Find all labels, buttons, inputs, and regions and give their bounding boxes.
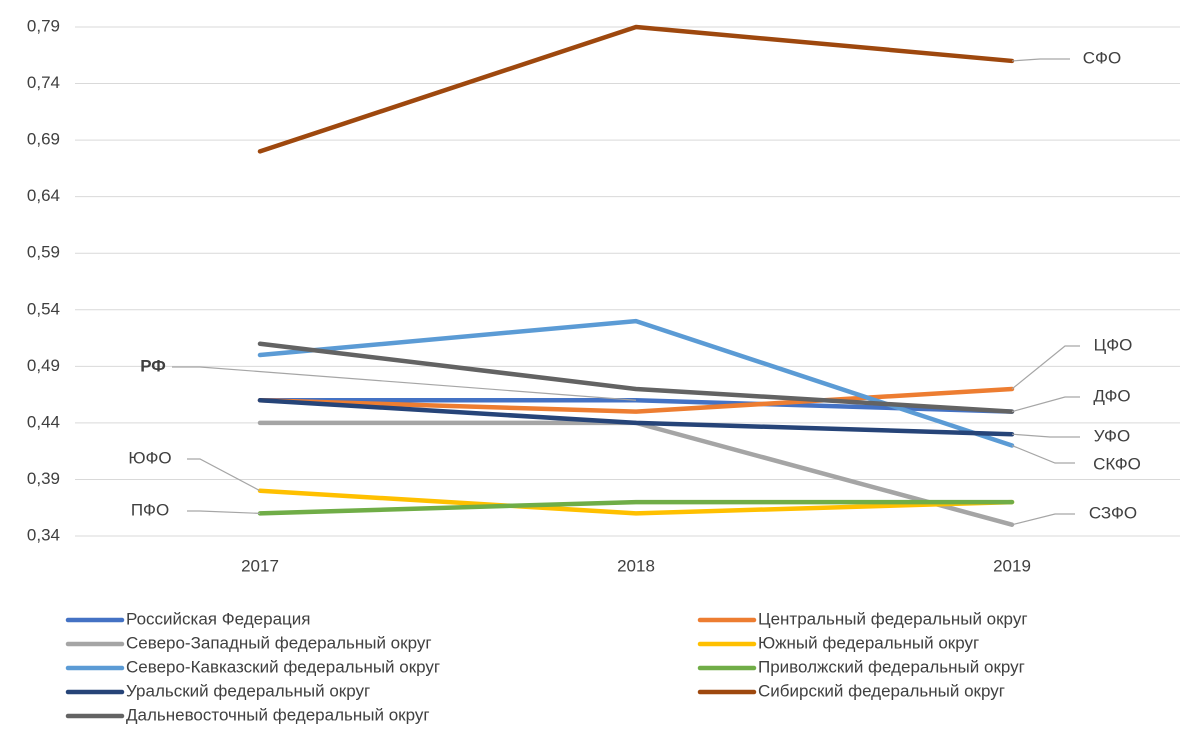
- legend-label: Уральский федеральный округ: [126, 681, 370, 700]
- annotation: ПФО: [131, 500, 169, 519]
- legend-label: Центральный федеральный округ: [758, 609, 1028, 628]
- annotation: УФО: [1094, 426, 1130, 445]
- annotation: СЗФО: [1089, 503, 1137, 522]
- annotation-leader: [187, 510, 261, 514]
- annotation: ДФО: [1093, 386, 1130, 405]
- x-tick-label: 2018: [617, 556, 655, 575]
- legend-label: Приволжский федеральный округ: [758, 657, 1025, 676]
- y-tick-label: 0,34: [27, 525, 60, 544]
- legend-label: Северо-Кавказский федеральный округ: [126, 657, 440, 676]
- series-line: [257, 24, 1015, 154]
- y-tick-label: 0,74: [27, 73, 60, 92]
- series-line: [257, 318, 1015, 448]
- annotation-leader: [1011, 58, 1070, 62]
- y-tick-label: 0,59: [27, 243, 60, 262]
- legend-label: Российская Федерация: [126, 609, 310, 628]
- series-line: [257, 386, 1015, 414]
- annotation: СФО: [1083, 48, 1121, 67]
- series-line: [257, 341, 1015, 414]
- series-line: [257, 499, 1015, 516]
- y-tick-label: 0,49: [27, 356, 60, 375]
- annotation-leader: [172, 366, 637, 401]
- annotation-leader: [1011, 433, 1080, 438]
- annotation-leader: [1011, 345, 1080, 390]
- legend-label: Северо-Западный федеральный округ: [126, 633, 432, 652]
- annotation-leader: [1011, 396, 1080, 413]
- annotation-leader: [1011, 513, 1075, 526]
- annotation: РФ: [140, 356, 166, 375]
- y-tick-label: 0,79: [27, 16, 60, 35]
- y-tick-label: 0,39: [27, 469, 60, 488]
- series-line: [257, 398, 1015, 437]
- series-line: [257, 488, 1015, 516]
- y-tick-label: 0,54: [27, 299, 60, 318]
- legend-label: Дальневосточный федеральный округ: [126, 705, 430, 724]
- y-tick-label: 0,69: [27, 130, 60, 149]
- annotation: ЮФО: [128, 448, 171, 467]
- legend-label: Южный федеральный округ: [758, 633, 979, 652]
- x-tick-label: 2017: [241, 556, 279, 575]
- annotation-leader: [1011, 444, 1075, 464]
- y-tick-label: 0,44: [27, 412, 60, 431]
- legend-label: Сибирский федеральный округ: [758, 681, 1005, 700]
- x-tick-label: 2019: [993, 556, 1031, 575]
- annotation-leader: [187, 458, 261, 492]
- annotation: ЦФО: [1094, 335, 1133, 354]
- y-tick-label: 0,64: [27, 186, 60, 205]
- annotation: СКФО: [1093, 454, 1141, 473]
